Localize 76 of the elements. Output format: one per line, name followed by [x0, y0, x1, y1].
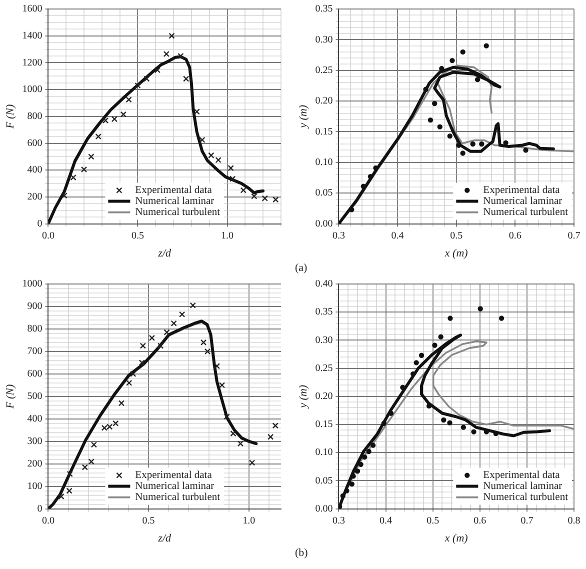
y-tick-label: 1000	[22, 84, 42, 96]
x-tick-label: 0.5	[450, 230, 463, 242]
y-tick-label: 0	[37, 218, 42, 230]
x-tick-label: 1.0	[221, 230, 234, 242]
x-tick-label: 1.0	[242, 515, 256, 526]
x-tick-label: 0.5	[131, 230, 144, 242]
x-tick-label: 0.5	[426, 515, 440, 526]
y-tick-label: 300	[27, 436, 42, 447]
y-tick-label: 0.35	[315, 306, 333, 318]
x-tick-label: 0.7	[520, 515, 534, 526]
y-tick-label: 0.30	[315, 334, 333, 346]
y-tick-label: 200	[27, 458, 42, 470]
legend-label: Experimental data	[483, 185, 560, 196]
y-tick-label: 200	[27, 192, 42, 203]
legend-label: Experimental data	[135, 185, 212, 196]
y-tick-label: 1400	[22, 30, 42, 42]
legend-label: Numerical turbulent	[135, 207, 220, 218]
y-tick-label: 0.00	[315, 503, 333, 514]
y-tick-label: 400	[27, 414, 42, 425]
y-tick-label: 0.30	[315, 34, 333, 46]
y-tick-label: 1200	[22, 57, 42, 68]
y-tick-label: 0.20	[315, 391, 333, 402]
y-tick-label: 0.15	[315, 126, 333, 138]
x-tick-label: 0.0	[42, 230, 54, 242]
text: (a)	[295, 262, 308, 274]
legend-label: Numerical laminar	[135, 481, 215, 492]
y-axis-title: y (m)	[297, 104, 310, 129]
x-tick-label: 0.7	[568, 230, 580, 242]
y-tick-label: 0.40	[315, 278, 333, 290]
y-tick-label: 500	[27, 391, 42, 402]
x-tick-label: 0.8	[568, 515, 580, 526]
y-tick-label: 0.25	[315, 362, 333, 374]
x-tick-label: 0.6	[474, 515, 486, 526]
y-tick-label: 0.15	[315, 419, 333, 430]
y-tick-label: 700	[27, 346, 42, 358]
legend-label: Numerical laminar	[483, 196, 563, 208]
x-tick-label: 0.4	[380, 515, 392, 526]
y-axis-title: F (N)	[4, 384, 16, 410]
legend-label: Numerical laminar	[135, 196, 215, 208]
y-tick-label: 1600	[22, 4, 42, 15]
y-tick-label: 0	[37, 503, 42, 514]
y-tick-label: 0.05	[315, 188, 333, 199]
y-tick-label: 400	[27, 164, 42, 176]
x-axis-title: z/d	[157, 247, 172, 260]
legend-label: Numerical laminar	[483, 481, 563, 492]
y-tick-label: 0.00	[315, 218, 333, 230]
legend-label: Numerical turbulent	[135, 492, 220, 504]
x-tick-label: 0.4	[391, 230, 404, 242]
y-tick-label: 800	[27, 111, 42, 122]
y-tick-label: 0.25	[315, 64, 333, 76]
x-axis-title: x (m)	[444, 247, 468, 260]
y-tick-label: 0.20	[315, 96, 333, 107]
x-tick-label: 0.0	[42, 515, 54, 526]
x-axis-title: z/d	[157, 532, 172, 544]
y-tick-label: 800	[27, 324, 42, 335]
x-axis-title: x (m)	[444, 532, 468, 544]
legend-label: Experimental data	[483, 470, 560, 482]
y-tick-label: 0.35	[315, 4, 333, 15]
y-tick-label: 600	[27, 368, 42, 380]
x-tick-label: 0.6	[508, 230, 522, 242]
y-tick-label: 1000	[22, 278, 42, 290]
y-axis-title: F (N)	[4, 104, 16, 130]
y-tick-label: 900	[27, 301, 42, 312]
y-axis-title: y (m)	[297, 384, 310, 409]
x-tick-label: 0.5	[142, 515, 155, 526]
text: (b)	[295, 547, 308, 559]
y-tick-label: 600	[27, 138, 42, 149]
x-tick-label: 0.3	[332, 515, 345, 526]
y-tick-label: 100	[27, 480, 42, 492]
y-tick-label: 0.05	[315, 475, 333, 486]
y-tick-label: 0.10	[315, 447, 333, 458]
legend-label: Experimental data	[135, 470, 212, 482]
x-tick-label: 0.3	[332, 230, 345, 242]
legend-label: Numerical turbulent	[483, 492, 568, 504]
legend-label: Numerical turbulent	[483, 207, 568, 218]
y-tick-label: 0.10	[315, 157, 333, 168]
